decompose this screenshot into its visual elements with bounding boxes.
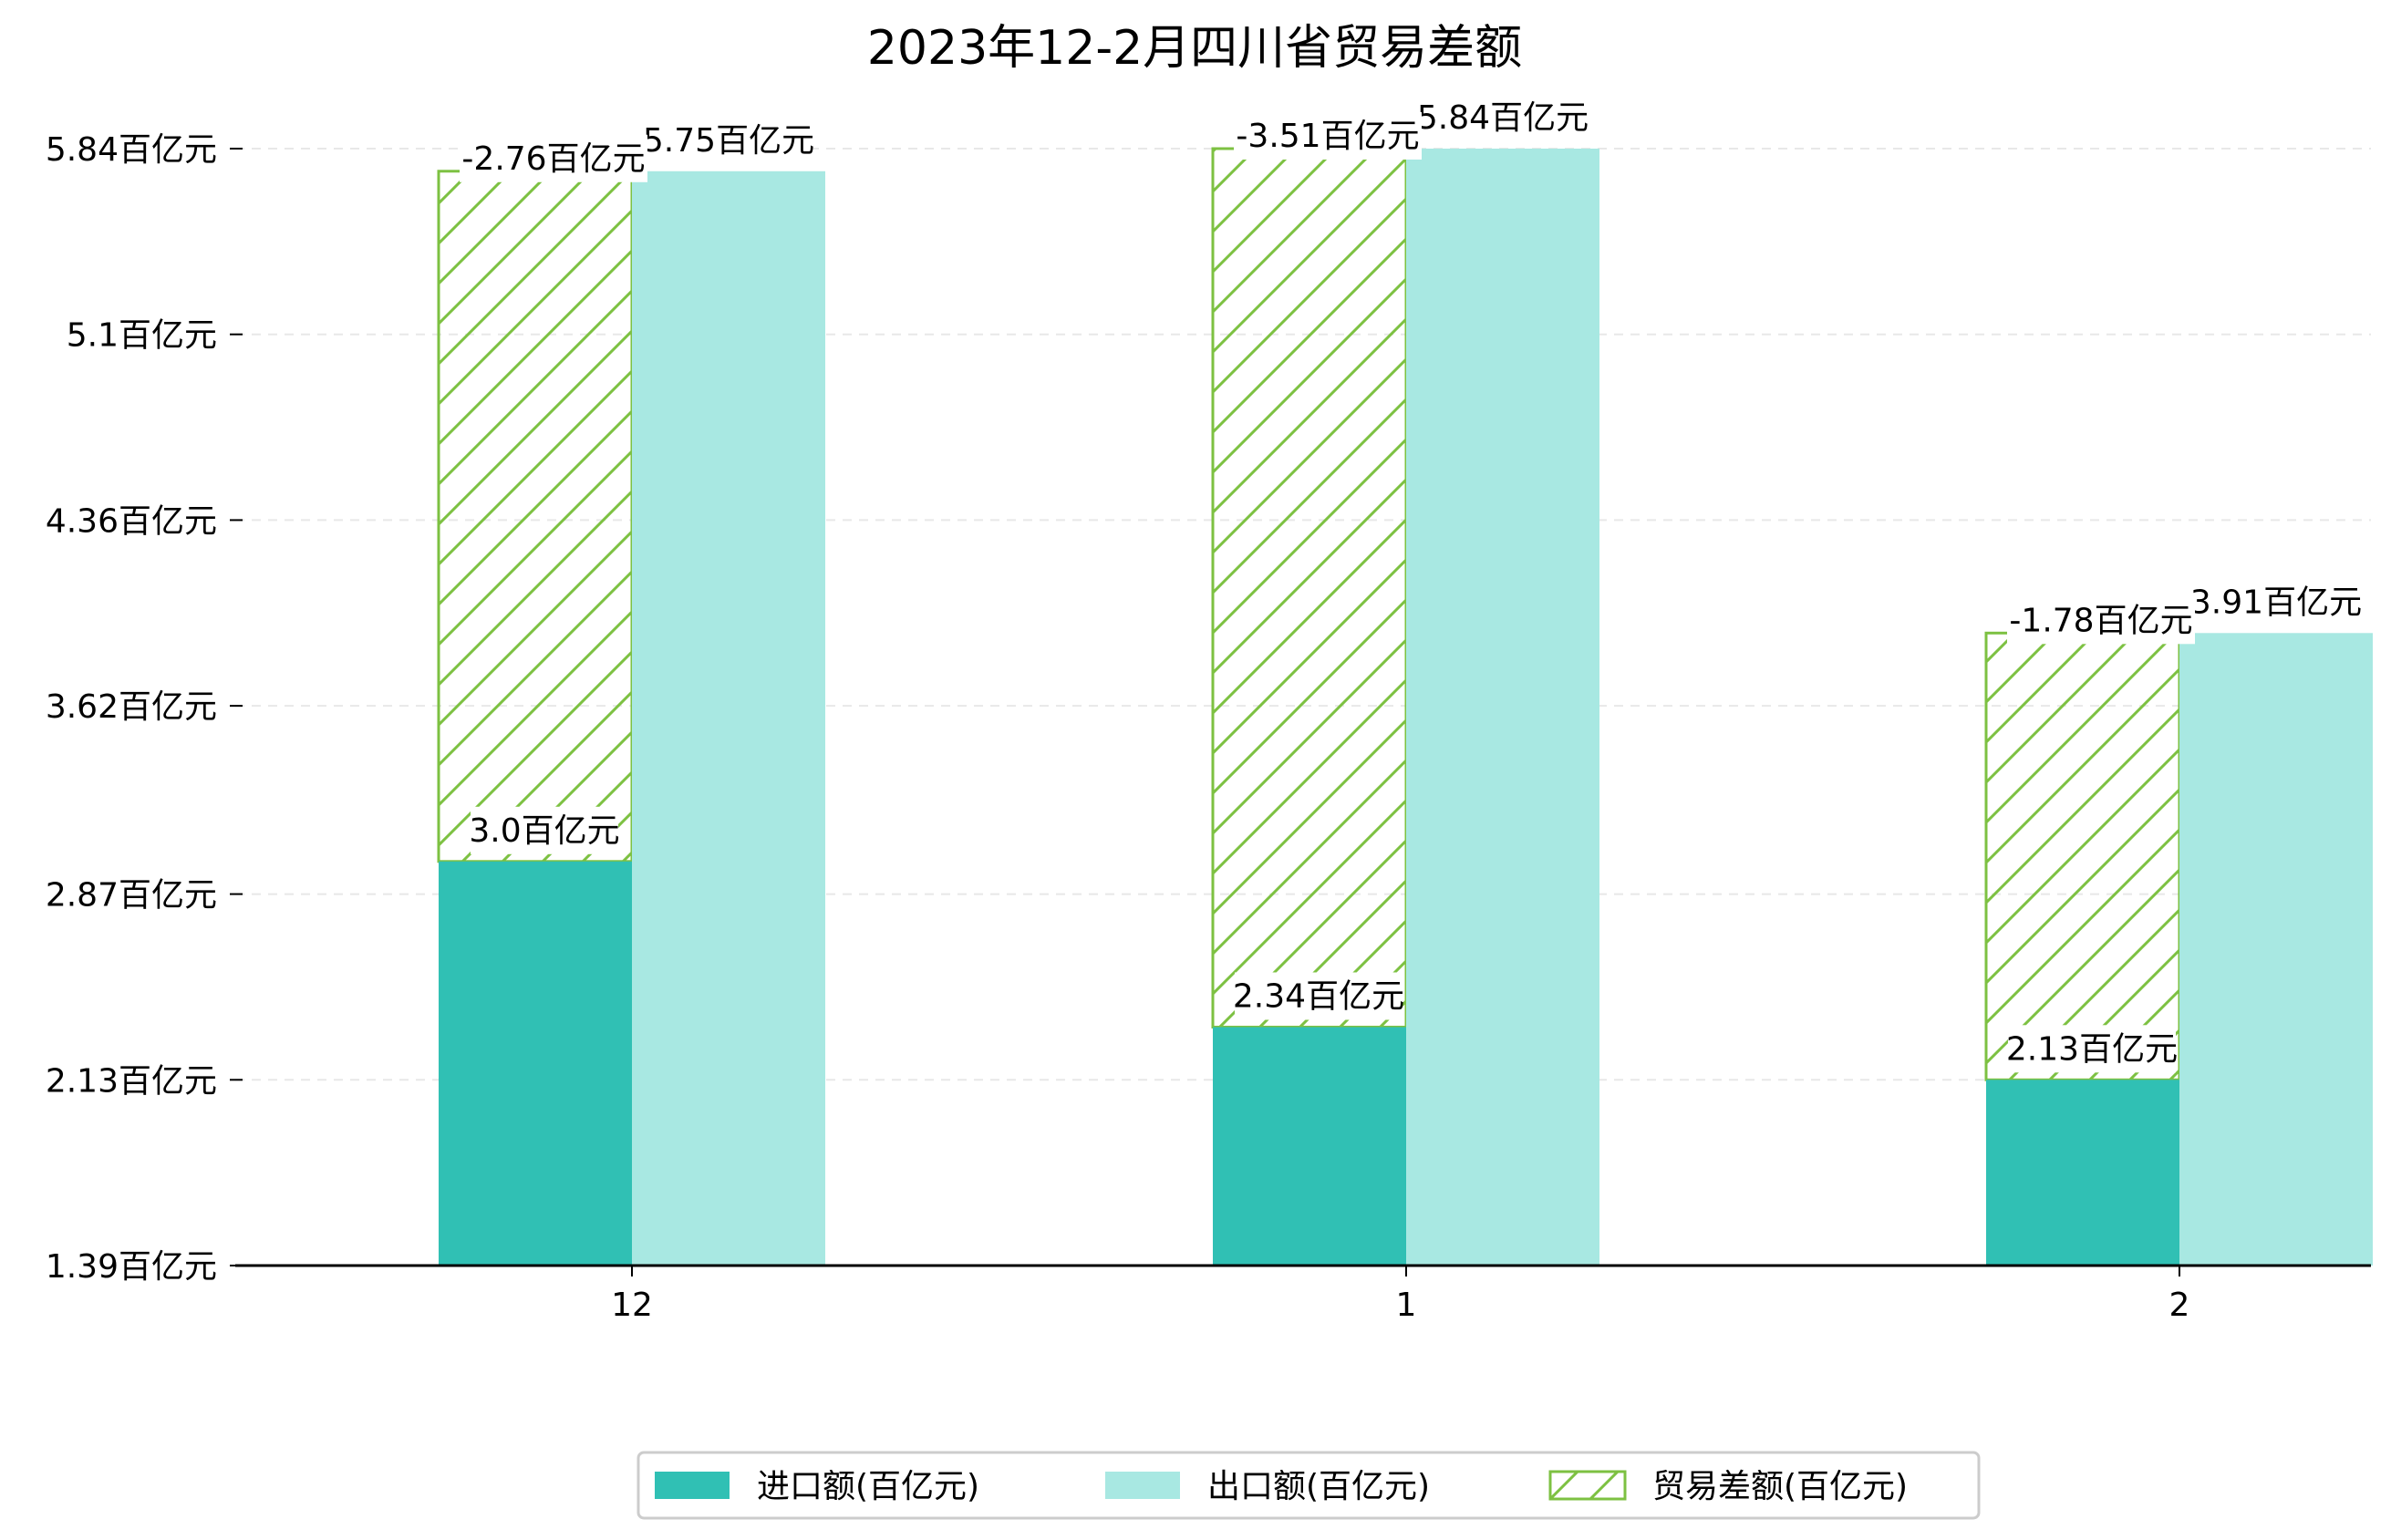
label-import: 3.0百亿元 [469, 806, 620, 854]
label-import: 2.13百亿元 [2006, 1025, 2178, 1073]
legend: 进口额(百亿元) 出口额(百亿元) 贸易差额(百亿元) [637, 1451, 1981, 1520]
bar-import [1986, 1080, 2179, 1266]
y-tick-label: 1.39百亿元 [46, 1248, 217, 1286]
data-label-bg [1235, 972, 1403, 1020]
data-label-bg [471, 806, 618, 854]
bar-trade-balance [1984, 631, 2181, 1081]
y-axis: 1.39百亿元 2.13百亿元 2.87百亿元 3.62百亿元 4.36百亿元 5.1百亿… [46, 131, 243, 1286]
x-tick-label: 12 [611, 1287, 653, 1324]
legend-box [637, 1451, 1981, 1520]
bar-import [1213, 1027, 1406, 1266]
data-labels: 5.75百亿元-2.76百亿元 3.0百亿元 5.84百亿元-3.51百亿元 2.34… [460, 94, 2362, 1073]
legend-label: 出口额(百亿元) [1207, 1468, 1430, 1505]
legend-label: 进口额(百亿元) [757, 1468, 979, 1505]
data-label-text: -1.78百亿元 [2009, 602, 2192, 639]
label-export: 3.91百亿元 [2190, 578, 2362, 626]
legend-item: 贸易差额(百亿元) [1548, 1468, 1908, 1505]
data-label-bg [645, 116, 813, 164]
label-import: 2.34百亿元 [1233, 972, 1404, 1020]
data-label-text: 2.13百亿元 [2006, 1030, 2178, 1068]
legend-item: 出口额(百亿元) [1105, 1468, 1430, 1505]
label-export: 5.75百亿元 [643, 116, 814, 164]
data-label-bg [2007, 596, 2195, 645]
data-label-bg [460, 134, 647, 182]
label-trade-balance: -3.51百亿元 [1234, 112, 1422, 160]
y-tick-label: 4.36百亿元 [46, 502, 217, 540]
x-tick-label: 1 [1396, 1287, 1417, 1324]
data-label-text: 2.34百亿元 [1233, 977, 1404, 1015]
label-export: 5.84百亿元 [1417, 94, 1589, 141]
y-tick-label: 5.84百亿元 [46, 131, 217, 169]
data-label-text: -3.51百亿元 [1236, 118, 1419, 155]
chart-title: 2023年12-2月四川省贸易差额 [867, 21, 1522, 76]
legend-swatch [1105, 1472, 1180, 1499]
bar-export [2179, 633, 2373, 1266]
legend-item: 进口额(百亿元) [655, 1468, 979, 1505]
bar-trade-balance [437, 170, 634, 863]
data-label-bg [1234, 112, 1422, 160]
y-tick-label: 5.1百亿元 [67, 317, 217, 355]
label-trade-balance: -1.78百亿元 [2007, 596, 2195, 645]
data-label-text: 3.91百亿元 [2190, 584, 2362, 621]
x-tick-label: 2 [2169, 1287, 2190, 1324]
data-label-bg [2008, 1025, 2176, 1073]
bar-trade-balance [1211, 147, 1408, 1028]
bar-export [632, 171, 825, 1266]
data-label-bg [2192, 578, 2360, 626]
label-trade-balance: -2.76百亿元 [460, 134, 647, 182]
data-label-text: 5.84百亿元 [1417, 99, 1589, 137]
legend-label: 贸易差额(百亿元) [1652, 1468, 1908, 1505]
legend-swatch [655, 1472, 730, 1499]
x-axis: 12 1 2 [235, 1264, 2371, 1324]
data-label-bg [1419, 94, 1587, 141]
bar-export [1406, 149, 1599, 1266]
data-label-text: -2.76百亿元 [461, 140, 645, 178]
y-tick-label: 3.62百亿元 [46, 688, 217, 726]
data-label-text: 5.75百亿元 [643, 122, 814, 160]
y-tick-label: 2.13百亿元 [46, 1062, 217, 1100]
y-tick-label: 2.87百亿元 [46, 877, 217, 915]
bars [437, 147, 2373, 1266]
bar-import [439, 861, 632, 1266]
data-label-text: 3.0百亿元 [469, 812, 619, 850]
legend-swatch [1548, 1470, 1627, 1501]
